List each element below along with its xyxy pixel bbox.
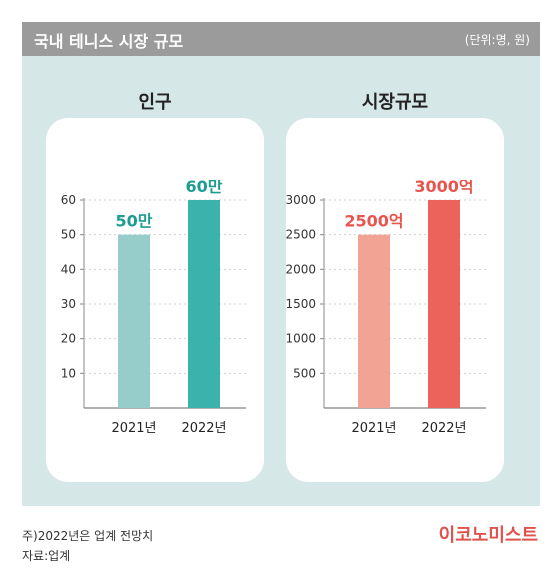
- population-bar-chart: 10 20 30 40 50 60 50만 2021년 60만 2022년: [61, 180, 246, 436]
- chart-header: 국내 테니스 시장 규모 (단위:명, 원): [22, 22, 540, 56]
- bar-2021년: [358, 234, 390, 408]
- source-note: 자료:업계: [22, 549, 71, 563]
- y-tick-label: 500: [293, 366, 316, 380]
- publisher-logo: 이코노미스트: [438, 525, 538, 546]
- market-card: [286, 118, 504, 482]
- y-tick-label: 1000: [286, 332, 316, 346]
- market-title: 시장규모: [361, 92, 429, 113]
- x-category-label: 2022년: [181, 421, 226, 436]
- x-category-label: 2021년: [351, 421, 396, 436]
- header-unit: (단위:명, 원): [464, 33, 530, 47]
- bar-2021년: [118, 234, 150, 408]
- data-label: 60만: [186, 180, 223, 196]
- x-category-label: 2022년: [421, 421, 466, 436]
- bar-2022년: [428, 200, 460, 408]
- bar-2022년: [188, 200, 220, 408]
- x-category-label: 2021년: [111, 421, 156, 436]
- y-tick-label: 3000: [286, 193, 316, 207]
- y-tick-label: 50: [61, 228, 76, 242]
- y-tick-label: 40: [61, 262, 76, 276]
- y-tick-label: 2500: [286, 228, 316, 242]
- y-tick-label: 1500: [286, 297, 316, 311]
- y-tick-label: 10: [61, 366, 76, 380]
- y-tick-label: 2000: [286, 262, 316, 276]
- population-title: 인구: [138, 92, 172, 113]
- y-tick-label: 20: [61, 332, 76, 346]
- data-label: 2500억: [344, 212, 403, 231]
- header-title: 국내 테니스 시장 규모: [34, 32, 184, 51]
- data-label: 50만: [116, 212, 153, 231]
- footnote: 주)2022년은 업계 전망치: [22, 529, 154, 543]
- data-label: 3000억: [414, 180, 473, 196]
- y-tick-label: 60: [61, 193, 76, 207]
- population-card: [46, 118, 264, 482]
- y-tick-label: 30: [61, 297, 76, 311]
- market-bar-chart: 500 1000 1500 2000 2500 3000 2500억 2021년 3000억 20…: [286, 180, 486, 436]
